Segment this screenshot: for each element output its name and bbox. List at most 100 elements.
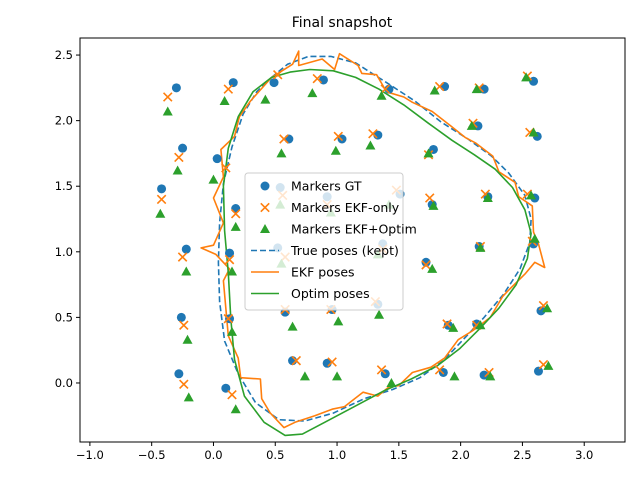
marker-ekf-point bbox=[380, 84, 391, 94]
x-tick-label: 1.0 bbox=[328, 448, 346, 462]
marker-optim-point bbox=[227, 326, 238, 336]
marker-optim-point bbox=[542, 303, 553, 313]
marker-gt-point bbox=[157, 184, 167, 194]
marker-ekf-point bbox=[223, 313, 234, 324]
marker-optim-point bbox=[423, 148, 434, 158]
marker-optim-point bbox=[230, 221, 241, 231]
legend-label: Markers EKF+Optim bbox=[291, 222, 417, 237]
marker-ekf-point bbox=[279, 134, 289, 144]
y-tick-label: 1.5 bbox=[55, 179, 73, 193]
plot-area: −1.0 −0.5 0.0 0.5 1.0 1.5 2.0 2.5 3.0 0.0 0.5 1.0 1.… bbox=[55, 37, 626, 462]
marker-gt-point bbox=[225, 248, 235, 258]
marker-optim-point bbox=[330, 145, 341, 155]
marker-optim-point bbox=[471, 84, 482, 94]
marker-ekf-point bbox=[442, 319, 452, 329]
marker-gt-point bbox=[421, 257, 431, 267]
legend-label: True poses (kept) bbox=[290, 243, 399, 258]
marker-gt-point bbox=[318, 75, 328, 85]
y-tick-label: 1.0 bbox=[55, 245, 73, 259]
marker-ekf-point bbox=[174, 152, 184, 163]
marker-gt-point bbox=[212, 154, 222, 164]
marker-optim-point bbox=[307, 88, 318, 98]
marker-optim-point bbox=[183, 392, 194, 402]
y-tick-label: 2.5 bbox=[55, 48, 73, 62]
marker-optim-point bbox=[376, 90, 387, 100]
marker-ekf-point bbox=[434, 365, 445, 375]
marker-optim-point bbox=[475, 242, 486, 252]
marker-gt-point bbox=[479, 370, 489, 380]
marker-optim-point bbox=[208, 174, 219, 184]
marker-ekf-point bbox=[421, 260, 431, 270]
marker-ekf-point bbox=[162, 92, 173, 102]
y-tick-label: 0.5 bbox=[55, 310, 73, 324]
marker-optim-point bbox=[172, 165, 183, 175]
marker-optim-point bbox=[230, 404, 241, 414]
marker-optim-point bbox=[428, 200, 439, 210]
marker-optim-point bbox=[181, 266, 192, 276]
legend-label: Markers EKF-only bbox=[291, 200, 400, 215]
marker-optim-point bbox=[182, 334, 193, 344]
x-tick-label: 0.5 bbox=[266, 448, 284, 462]
marker-optim-point bbox=[429, 85, 440, 95]
marker-optim-point bbox=[365, 140, 376, 150]
marker-optim-point bbox=[482, 193, 493, 203]
marker-optim-point bbox=[427, 263, 438, 273]
marker-optim-point bbox=[529, 233, 540, 243]
marker-gt-point bbox=[533, 366, 543, 376]
chart-title: Final snapshot bbox=[292, 15, 393, 31]
x-tick-label: 2.5 bbox=[513, 448, 531, 462]
marker-gt-point bbox=[225, 314, 235, 324]
marker-optim-point bbox=[528, 127, 539, 137]
marker-optim-point bbox=[374, 309, 385, 319]
marker-ekf-point bbox=[327, 357, 337, 367]
marker-ekf-point bbox=[333, 131, 344, 142]
marker-ekf-point bbox=[179, 379, 189, 390]
marker-gt-point bbox=[174, 369, 184, 379]
marker-ekf-point bbox=[221, 163, 231, 173]
marker-optim-point bbox=[466, 120, 477, 130]
legend-label: EKF poses bbox=[291, 265, 355, 280]
marker-optim-point bbox=[449, 371, 460, 381]
legend-label: Markers GT bbox=[291, 179, 362, 194]
marker-ekf-point bbox=[156, 194, 167, 205]
optim-poses-line bbox=[222, 68, 532, 437]
marker-gt-point bbox=[269, 78, 279, 88]
marker-gt-point bbox=[440, 82, 450, 92]
y-tick-label: 0.0 bbox=[55, 376, 73, 390]
legend-swatch-ekf bbox=[260, 202, 270, 213]
x-tick-label: 3.0 bbox=[575, 448, 593, 462]
marker-optim-point bbox=[332, 371, 343, 381]
marker-optim-point bbox=[521, 72, 532, 82]
marker-optim-point bbox=[526, 190, 537, 200]
x-tick-label: −0.5 bbox=[138, 448, 166, 462]
y-tick-label: 2.0 bbox=[55, 114, 73, 128]
marker-optim-point bbox=[543, 360, 554, 370]
marker-optim-point bbox=[155, 208, 166, 218]
marker-ekf-point bbox=[227, 390, 237, 400]
marker-gt-point bbox=[178, 143, 188, 153]
marker-optim-point bbox=[386, 377, 397, 387]
marker-gt-point bbox=[536, 306, 546, 316]
marker-gt-point bbox=[284, 134, 294, 144]
marker-ekf-point bbox=[376, 365, 387, 375]
axes-frame bbox=[79, 37, 626, 443]
x-tick-label: 1.5 bbox=[390, 448, 408, 462]
legend-swatch-optim bbox=[260, 224, 270, 233]
marker-optim-point bbox=[299, 371, 310, 381]
marker-optim-point bbox=[333, 316, 344, 326]
marker-optim-point bbox=[448, 322, 459, 332]
marker-gt-point bbox=[176, 312, 186, 322]
marker-optim-point bbox=[219, 95, 230, 105]
marker-ekf-point bbox=[177, 252, 188, 262]
marker-optim-point bbox=[485, 371, 496, 381]
marker-ekf-point bbox=[424, 193, 435, 203]
marker-optim-point bbox=[162, 106, 173, 116]
legend-swatch-gt bbox=[260, 181, 270, 191]
marker-ekf-point bbox=[230, 209, 241, 219]
marker-optim-point bbox=[287, 321, 298, 331]
marker-gt-point bbox=[181, 244, 191, 254]
marker-optim-point bbox=[227, 266, 238, 276]
marker-ekf-point bbox=[272, 69, 283, 80]
true-poses-line bbox=[217, 55, 532, 422]
